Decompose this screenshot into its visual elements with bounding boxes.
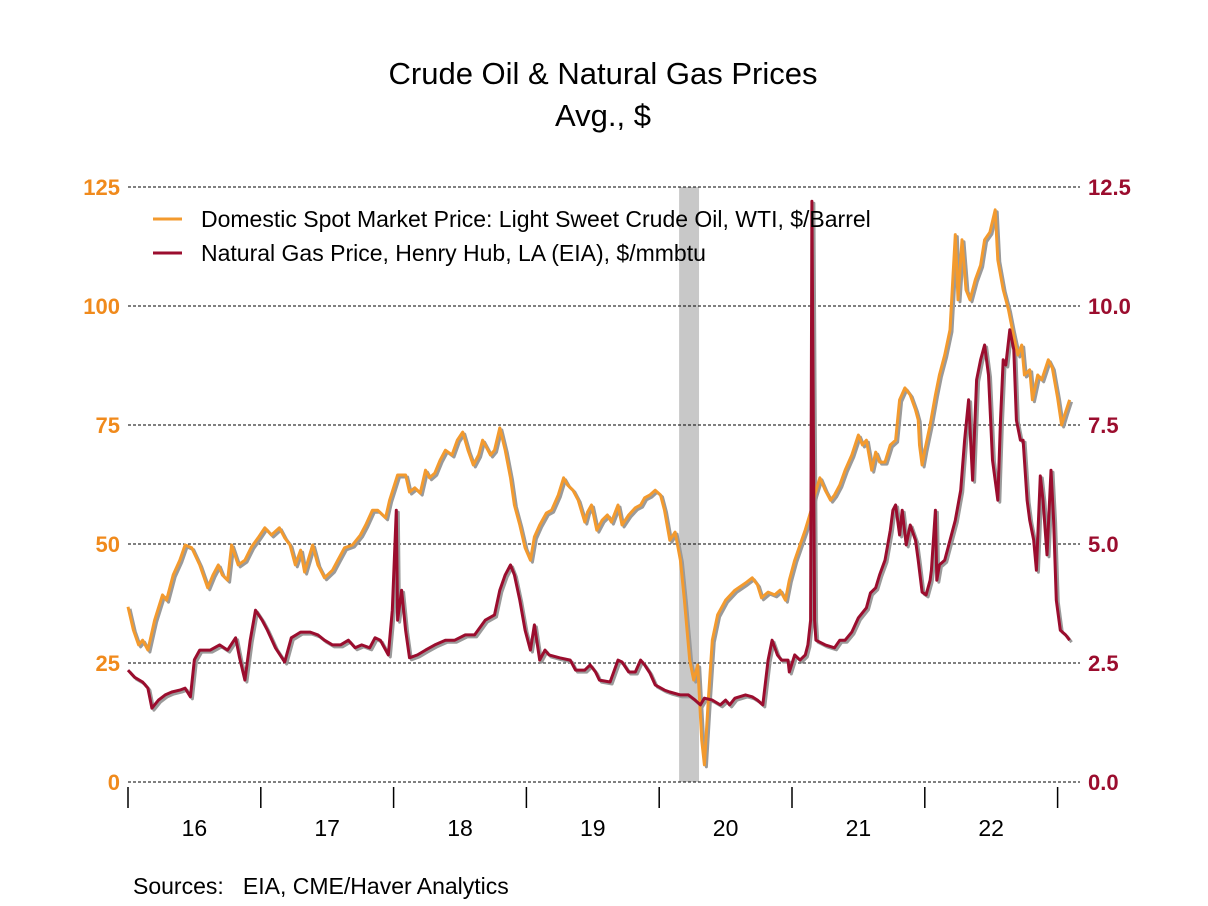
x-tick-label: 22 [978,815,1004,841]
right-y-axis: 0.0 2.5 5.0 7.5 10.0 12.5 [1088,175,1131,795]
left-y-tick-label: 100 [83,294,120,319]
x-tick-label: 20 [713,815,739,841]
x-tick-label: 16 [182,815,208,841]
left-y-tick-label: 25 [96,651,120,676]
legend: Domestic Spot Market Price: Light Sweet … [153,206,871,266]
x-tick-label: 19 [580,815,606,841]
right-y-tick-label: 10.0 [1088,294,1131,319]
source-note: Sources: EIA, CME/Haver Analytics [133,873,509,899]
right-y-tick-label: 5.0 [1088,532,1119,557]
recession-shading-group [679,187,700,782]
legend-label-gas: Natural Gas Price, Henry Hub, LA (EIA), … [201,240,706,266]
x-tick-label: 17 [314,815,340,841]
right-y-tick-label: 7.5 [1088,413,1119,438]
series-line-crude-oil [126,208,1072,767]
series-line-natural-gas [126,199,1071,710]
right-y-tick-label: 12.5 [1088,175,1131,200]
series-lines [126,199,1074,769]
legend-label-oil: Domestic Spot Market Price: Light Sweet … [201,206,871,232]
x-tick-label: 21 [846,815,872,841]
x-tick-label: 18 [447,815,473,841]
series-shadow-1 [128,201,1073,712]
left-y-axis: 0 25 50 75 100 125 [83,175,120,795]
left-y-tick-label: 75 [96,413,120,438]
left-y-tick-label: 0 [108,770,120,795]
right-y-tick-label: 0.0 [1088,770,1119,795]
left-y-tick-label: 50 [96,532,120,557]
chart-subtitle: Avg., $ [555,98,651,133]
chart-title: Crude Oil & Natural Gas Prices [389,56,818,91]
x-axis: 16 17 18 19 20 21 22 [127,787,1059,841]
recession-shading [679,187,700,782]
left-y-tick-label: 125 [83,175,120,200]
gridlines [128,186,1080,783]
right-y-tick-label: 2.5 [1088,651,1119,676]
series-shadow-0 [128,210,1074,769]
